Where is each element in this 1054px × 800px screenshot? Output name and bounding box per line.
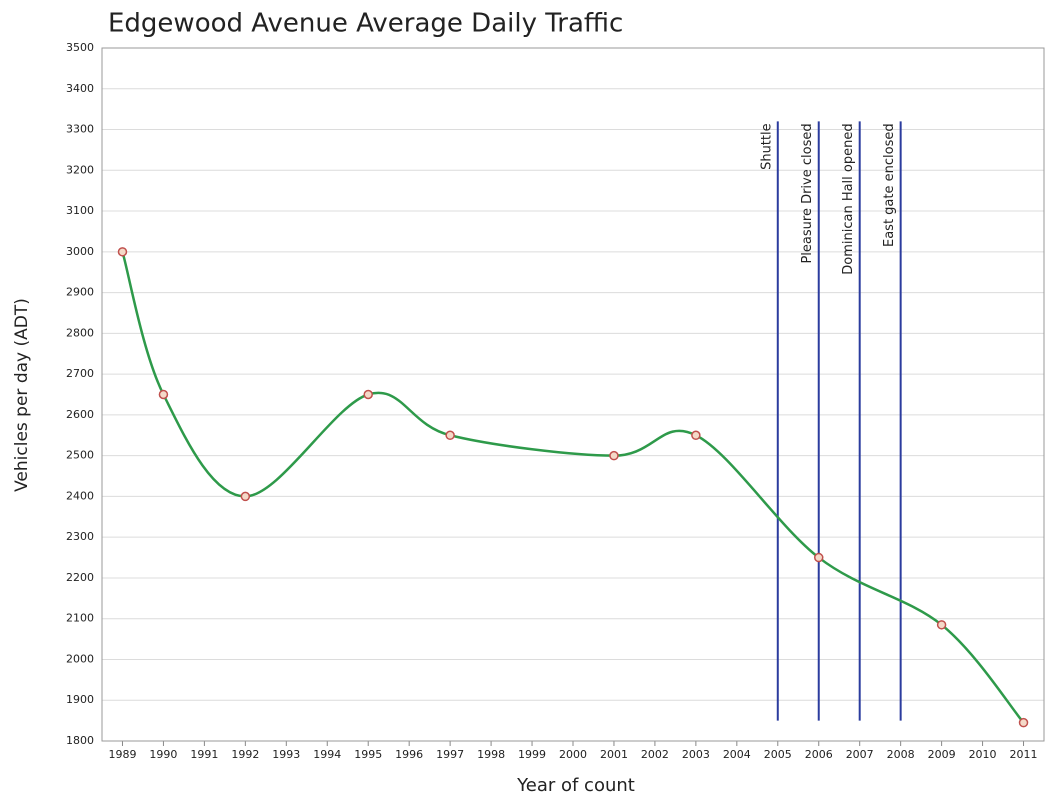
x-tick-label: 1990 (149, 748, 177, 761)
data-point (445, 430, 455, 441)
y-tick-label: 3200 (66, 163, 94, 176)
y-tick-label: 1800 (66, 734, 94, 747)
data-point (936, 620, 947, 630)
x-tick-label: 1994 (313, 748, 341, 761)
x-tick-label: 1996 (395, 748, 423, 761)
data-point (1018, 717, 1029, 728)
y-tick-label: 3400 (66, 82, 94, 95)
data-point (158, 389, 169, 400)
annotation-label: Shuttle (759, 123, 774, 170)
data-point (240, 491, 251, 502)
y-tick-label: 3100 (66, 204, 94, 217)
x-tick-label: 1998 (477, 748, 505, 761)
x-tick-label: 1995 (354, 748, 382, 761)
y-tick-label: 2600 (66, 408, 94, 421)
plot-frame (101, 47, 1045, 742)
x-tick-label: 2005 (764, 748, 792, 761)
y-tick-label: 2300 (66, 530, 94, 543)
x-tick-label: 2009 (928, 748, 956, 761)
x-tick-label: 1997 (436, 748, 464, 761)
x-tick-label: 2002 (641, 748, 669, 761)
data-point (609, 450, 619, 461)
x-axis-label: Year of count (516, 775, 635, 796)
x-tick-label: 2008 (887, 748, 915, 761)
x-tick-label: 2004 (723, 748, 751, 761)
y-tick-label: 3000 (66, 245, 94, 258)
data-point (117, 247, 128, 257)
y-tick-label: 1900 (66, 693, 94, 706)
y-tick-label: 2400 (66, 489, 94, 502)
x-tick-label: 2010 (969, 748, 997, 761)
y-tick-label: 2800 (66, 326, 94, 339)
x-tick-label: 2001 (600, 748, 628, 761)
y-tick-label: 2000 (66, 652, 94, 665)
x-tick-label: 1989 (108, 748, 136, 761)
x-tick-label: 1992 (231, 748, 259, 761)
data-line (121, 251, 1025, 724)
data-point (691, 430, 701, 441)
y-tick-label: 2500 (66, 449, 94, 462)
x-tick-label: 2007 (846, 748, 874, 761)
y-tick-label: 2100 (66, 612, 94, 625)
x-tick-label: 1999 (518, 748, 546, 761)
chart-title: Edgewood Avenue Average Daily Traffic (108, 9, 623, 39)
x-tick-label: 2000 (559, 748, 587, 761)
annotation-label: Dominican Hall opened (841, 123, 856, 274)
x-tick-label: 1991 (190, 748, 218, 761)
x-tick-label: 2011 (1010, 748, 1038, 761)
y-tick-label: 3500 (66, 41, 94, 54)
annotation-label: East gate enclosed (882, 123, 897, 247)
annotation-label: Pleasure Drive closed (800, 123, 815, 263)
data-point (363, 389, 373, 400)
x-tick-label: 2003 (682, 748, 710, 761)
x-tick-label: 1993 (272, 748, 300, 761)
y-tick-label: 2700 (66, 367, 94, 380)
y-axis-label: Vehicles per day (ADT) (12, 298, 32, 492)
x-tick-label: 2006 (805, 748, 833, 761)
y-tick-label: 2900 (66, 286, 94, 299)
y-tick-label: 2200 (66, 571, 94, 584)
data-point (813, 552, 824, 563)
y-tick-label: 3300 (66, 123, 94, 136)
